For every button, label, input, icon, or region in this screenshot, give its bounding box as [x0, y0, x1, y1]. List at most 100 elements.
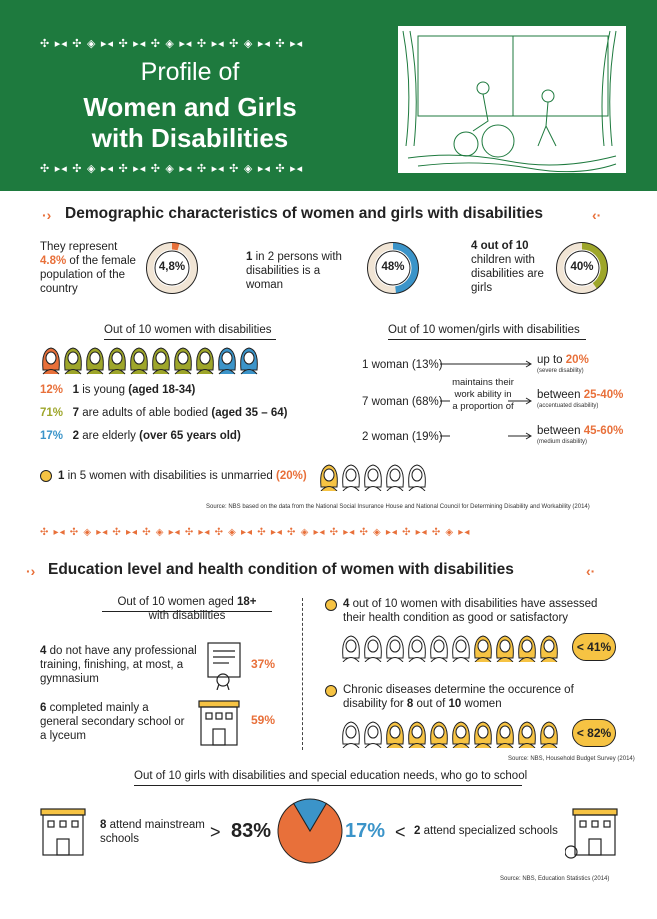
woman-icon: [408, 721, 426, 749]
age-row-2: 71% 7 are adults of able bodied (aged 35…: [40, 407, 288, 419]
pie-slice-mainstream: [277, 802, 343, 864]
woman-icon: [320, 464, 338, 492]
school-icon: [198, 700, 240, 746]
woman-icon: [108, 347, 126, 375]
school-icon-2: [40, 808, 86, 856]
woman-icon: [474, 635, 492, 663]
work-row-3-right: between 45-60%: [537, 425, 624, 437]
woman-icon: [386, 635, 404, 663]
stat-3-value: 4 out of 10: [471, 240, 529, 252]
bullet-icon-2: [325, 599, 337, 611]
school-pie-chart: [277, 798, 343, 864]
woman-icon: [86, 347, 104, 375]
health-2-icons: [340, 718, 570, 753]
stat-1-rest: of the female population of the country: [40, 255, 136, 295]
divider-line: [104, 339, 276, 340]
unmarried-text: 1 in 5 women with disabilities is unmarr…: [58, 470, 307, 482]
section-title-education: Education level and health condition of …: [48, 561, 514, 578]
work-row-1-sub: (severe disability): [537, 368, 584, 374]
vertical-divider: [302, 598, 303, 750]
health-2-text: Chronic diseases determine the occurence…: [343, 684, 574, 710]
health-1-text: 4 out of 10 women with disabilities have…: [343, 598, 598, 624]
donut-stat-1-label: 4,8%: [158, 261, 186, 273]
woman-icon: [240, 347, 258, 375]
donut-stat-2-label: 48%: [381, 261, 405, 273]
woman-icon: [174, 347, 192, 375]
arrow-right-icon-2: ‹·: [586, 563, 596, 579]
source-health: Source: NBS, Household Budget Survey (20…: [508, 756, 635, 762]
greater-than-icon: >: [210, 822, 221, 842]
less-than-icon: <: [395, 822, 406, 842]
work-row-1-right: up to 20%: [537, 354, 589, 366]
work-row-3-sub: (medium disability): [537, 439, 588, 445]
divider-line-2: [388, 339, 586, 340]
woman-icon: [196, 347, 214, 375]
woman-icon: [364, 721, 382, 749]
woman-icon: [496, 721, 514, 749]
woman-icon: [130, 347, 148, 375]
woman-icon: [364, 464, 382, 492]
stat-2-value: 1: [246, 251, 253, 263]
work-row-3-left: 2 woman (19%): [362, 431, 443, 443]
woman-icon: [152, 347, 170, 375]
title-line-2: Women and Girls: [83, 92, 297, 122]
age-row-1: 12% 1 is young (aged 18-34): [40, 384, 196, 396]
bullet-icon: [40, 470, 52, 482]
out-of-girls-label: Out of 10 women/girls with disabilities: [388, 324, 580, 336]
diploma-icon: [207, 642, 241, 690]
title-line-3: with Disabilities: [91, 123, 289, 153]
stat-1-text: They represent 4.8% of the female popula…: [40, 240, 140, 296]
girls-title: Out of 10 girls with disabilities and sp…: [134, 770, 528, 782]
unmarried-icons: [318, 461, 433, 496]
work-row-2-left: 7 woman (68%): [362, 396, 443, 408]
woman-icon: [386, 464, 404, 492]
woman-icon: [430, 721, 448, 749]
donut-stat-3: [556, 242, 608, 294]
woman-icon: [518, 721, 536, 749]
special-school-icon: [565, 808, 618, 859]
special-text: 2 attend specialized schools: [414, 825, 558, 837]
title-line-1: Profile of: [140, 58, 240, 86]
woman-icon: [430, 635, 448, 663]
stat-2-rest: in 2 persons with disabilities is a woma…: [246, 251, 342, 291]
pie-slice-specialized: [293, 798, 327, 832]
woman-icon: [540, 635, 558, 663]
woman-icon: [540, 721, 558, 749]
maintains-text: maintains their work ability in a propor…: [452, 377, 514, 412]
woman-icon: [342, 464, 360, 492]
bottom-ornament: ✣ ▸◂ ✣ ◈ ▸◂ ✣ ▸◂ ✣ ◈ ▸◂ ✣ ▸◂ ✣ ◈ ▸◂ ✣ ▸◂: [40, 162, 304, 175]
arrow-left-icon-2: ·›: [26, 563, 36, 579]
woman-icon: [496, 635, 514, 663]
health-2-pct-badge: < 82%: [572, 719, 616, 747]
woman-icon: [408, 635, 426, 663]
edu-2-text: 6 completed mainly a general secondary s…: [40, 702, 185, 742]
woman-icon: [474, 721, 492, 749]
bullet-icon-3: [325, 685, 337, 697]
divider-line-3: [102, 611, 272, 612]
age-row-3: 17% 2 are elderly (over 65 years old): [40, 430, 241, 442]
source-school: Source: NBS, Education Statistics (2014): [500, 876, 610, 882]
edu-1-text: 4 do not have any professional training,…: [40, 645, 197, 685]
mainstream-text: 8 attend mainstream schools: [100, 819, 205, 845]
woman-icon: [42, 347, 60, 375]
stat-3-text: 4 out of 10 children with disabilities a…: [471, 239, 551, 295]
arrow-right-icon: ‹·: [592, 207, 602, 223]
top-ornament: ✣ ▸◂ ✣ ◈ ▸◂ ✣ ▸◂ ✣ ◈ ▸◂ ✣ ▸◂ ✣ ◈ ▸◂ ✣ ▸◂: [40, 37, 304, 50]
out-of-women-label: Out of 10 women with disabilities: [104, 324, 272, 336]
stat-1-value: 4.8%: [40, 255, 67, 267]
stat-2-text: 1 in 2 persons with disabilities is a wo…: [246, 250, 351, 292]
divider-line-4: [134, 785, 522, 786]
woman-icon: [518, 635, 536, 663]
edu-1-pct: 37%: [251, 657, 276, 671]
health-1-pct-badge: < 41%: [572, 633, 616, 661]
special-pct: 17%: [345, 820, 386, 842]
woman-icon: [218, 347, 236, 375]
header-illustration: [398, 26, 626, 173]
woman-icon: [342, 721, 360, 749]
stat-1-intro: They represent: [40, 241, 118, 253]
woman-icon: [452, 635, 470, 663]
work-arrows: [440, 360, 532, 440]
edu-2-pct: 59%: [251, 713, 276, 727]
work-row-2-right: between 25-40%: [537, 389, 624, 401]
work-row-2-sub: (accentuated disability): [537, 403, 599, 409]
